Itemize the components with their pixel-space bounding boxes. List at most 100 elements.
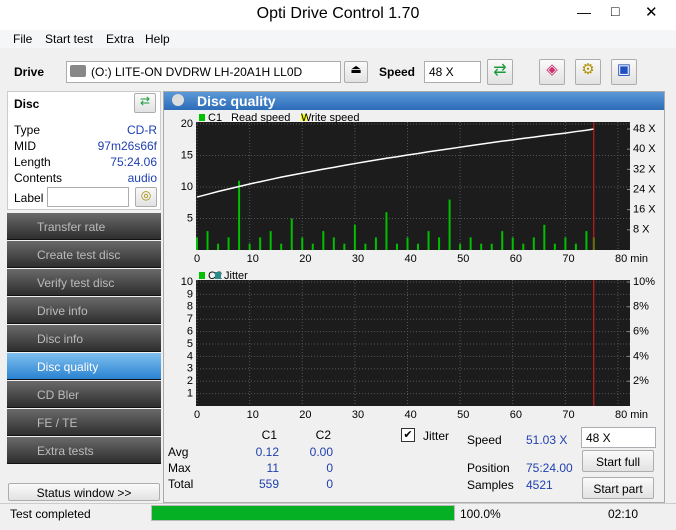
disc-refresh[interactable]: ⇄: [134, 93, 156, 113]
drive-select[interactable]: (O:) LITE-ON DVDRW LH-20A1H LL0D: [66, 61, 341, 83]
bar: [395, 243, 398, 250]
stats-value: 0: [326, 461, 333, 475]
test-speed-select[interactable]: 48 X: [581, 427, 656, 448]
refresh-button[interactable]: ⇄: [487, 59, 513, 85]
bar: [332, 237, 335, 250]
save-button[interactable]: ▣: [611, 59, 637, 85]
x-tick-label: 20: [299, 409, 311, 421]
x-tick-label: 80 min: [615, 409, 648, 421]
field-value: 97m26s66f: [97, 139, 157, 153]
nav-item[interactable]: Drive info: [7, 297, 161, 324]
bar: [364, 243, 367, 250]
bar: [353, 224, 356, 250]
minimize-button[interactable]: —: [577, 4, 591, 20]
x-tick-label: 80 min: [615, 253, 648, 265]
bar: [385, 212, 388, 250]
y-tick-label: 20: [181, 118, 193, 130]
samples-label: Samples: [467, 478, 514, 492]
stats-row-label: Avg: [168, 445, 189, 459]
bar: [469, 237, 472, 250]
field-label: MID: [14, 139, 36, 153]
stats-row-label: Total: [168, 477, 194, 491]
stats-value: 0: [326, 477, 333, 491]
bar: [490, 243, 493, 250]
x-tick-label: 20: [299, 253, 311, 265]
drive-label: Drive: [14, 65, 45, 79]
nav-item[interactable]: FE / TE: [7, 409, 161, 436]
maximize-button[interactable]: □: [611, 3, 620, 19]
bar: [248, 243, 251, 250]
settings-button[interactable]: ⚙: [575, 59, 601, 85]
legend-swatch: [301, 114, 307, 121]
menu-bar: [0, 30, 676, 48]
field-label: Contents: [14, 171, 63, 185]
stats-value: 559: [258, 477, 279, 491]
nav-item[interactable]: Transfer rate: [7, 213, 161, 240]
close-button[interactable]: ✕: [645, 4, 658, 21]
bar: [459, 243, 462, 250]
status-window-button[interactable]: Status window >>: [8, 483, 160, 501]
elapsed-time: 02:10: [608, 507, 639, 521]
bar: [196, 237, 198, 250]
y2-tick-label: 48 X: [633, 123, 656, 135]
stats-header: C1: [261, 428, 277, 442]
nav-item[interactable]: Extra tests: [7, 437, 161, 464]
y-tick-label: 10: [181, 181, 193, 193]
bar: [322, 231, 325, 250]
legend-label: Jitter: [224, 270, 248, 282]
label-button[interactable]: ◎: [135, 187, 157, 207]
bar: [290, 218, 293, 250]
bar: [238, 180, 241, 250]
bar: [343, 243, 346, 250]
field-label: Length: [14, 155, 51, 169]
y-tick-label: 9: [187, 288, 193, 300]
y2-tick-label: 8 X: [633, 224, 650, 236]
nav-item[interactable]: Create test disc: [7, 241, 161, 268]
nav-item[interactable]: Disc quality: [7, 353, 161, 380]
panel-icon: [172, 94, 184, 106]
eject-button[interactable]: ⏏: [344, 61, 368, 83]
x-tick-label: 0: [194, 409, 200, 421]
samples-value: 4521: [526, 478, 553, 492]
status-text: Test completed: [10, 507, 91, 521]
legend-swatch: [215, 272, 221, 279]
y-tick-label: 5: [187, 338, 193, 350]
y-tick-label: 8: [187, 301, 193, 313]
progress-bar: [152, 506, 454, 520]
y2-tick-label: 10%: [633, 276, 655, 288]
nav-item[interactable]: CD Bler: [7, 381, 161, 408]
nav-item[interactable]: Disc info: [7, 325, 161, 352]
bar: [532, 237, 535, 250]
bar: [574, 243, 577, 250]
legend-swatch: [230, 113, 238, 122]
menu-item[interactable]: Start test: [45, 32, 94, 46]
speed-select[interactable]: 48 X: [424, 61, 481, 83]
label-input[interactable]: [47, 187, 129, 207]
erase-button[interactable]: ◈: [539, 59, 565, 85]
bar: [280, 243, 283, 250]
progress-track: [151, 505, 455, 521]
x-tick-label: 40: [405, 253, 417, 265]
speed-info-value: 51.03 X: [526, 433, 568, 447]
menu-item[interactable]: Extra: [106, 32, 135, 46]
jitter-checkbox[interactable]: ✔: [401, 428, 415, 442]
y2-tick-label: 16 X: [633, 204, 656, 216]
start-part-button[interactable]: Start part: [582, 477, 654, 499]
drive-icon: [70, 65, 86, 77]
y-tick-label: 1: [187, 388, 193, 400]
x-tick-label: 50: [457, 253, 469, 265]
bar: [543, 224, 546, 250]
field-value: CD-R: [127, 123, 157, 137]
series-line: [196, 128, 594, 198]
start-full-button[interactable]: Start full: [582, 450, 654, 472]
x-tick-label: 60: [510, 409, 522, 421]
bar: [259, 237, 262, 250]
position-label: Position: [467, 461, 510, 475]
bar: [301, 237, 304, 250]
menu-item[interactable]: Help: [145, 32, 170, 46]
y-tick-label: 6: [187, 326, 193, 338]
nav-item[interactable]: Verify test disc: [7, 269, 161, 296]
menu-item[interactable]: File: [13, 32, 33, 46]
bar: [227, 237, 230, 250]
